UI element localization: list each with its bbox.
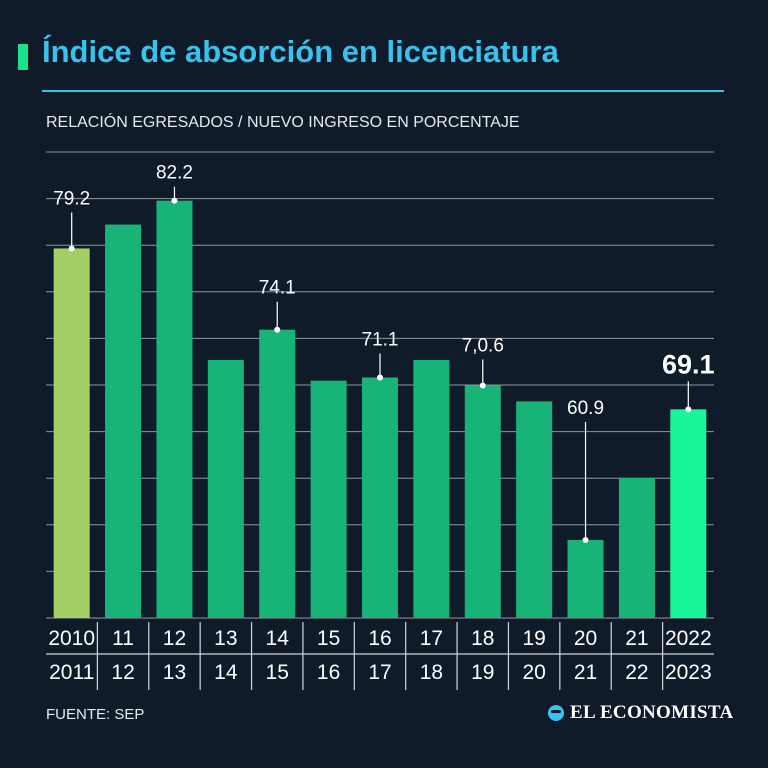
data-labels: 79.2 82.2 74.1 71.1 7,0.6 60.9 69.1 [53,163,715,543]
bar-21 [618,477,655,618]
tick-label-bottom: 19 [471,661,494,684]
tick-label-top: 20 [574,627,597,650]
tick-label-bottom: 16 [317,661,340,684]
label-dot [274,326,281,333]
tick-label-bottom: 22 [625,661,648,684]
label-dot [171,197,178,204]
tick-label-top: 2022 [665,627,712,650]
tick-label-top: 13 [214,627,237,650]
label-dot [68,245,75,252]
bar-2022 [670,409,707,618]
tick-label-top: 2010 [48,627,95,650]
tick-label-bottom: 20 [522,661,545,684]
tick-label-bottom: 12 [111,661,134,684]
tick-label-top: 14 [266,627,290,650]
bar-15 [310,380,347,618]
tick-label-bottom: 15 [266,661,289,684]
label-dot [685,406,692,413]
chart-title: Índice de absorción en licenciatura [42,34,559,69]
tick-label-bottom: 14 [214,661,238,684]
tick-label-top: 21 [625,627,648,650]
bar-14 [259,329,296,618]
tick-label-bottom: 2023 [665,661,712,684]
tick-label-bottom: 13 [163,661,186,684]
bar-12 [156,200,193,618]
brand-name: EL ECONOMISTA [570,702,734,723]
tick-label-bottom: 2011 [49,661,94,684]
data-label: 82.2 [156,163,193,184]
tick-label-top: 19 [522,627,545,650]
chart-subtitle: RELACIÓN EGRESADOS / NUEVO INGRESO EN PO… [46,114,520,131]
bar-11 [105,224,142,619]
label-dot [582,536,589,543]
data-label: 60.9 [567,398,604,419]
tick-label-top: 11 [112,627,134,650]
bar-18 [464,385,501,618]
data-label: 79.2 [53,188,90,209]
tick-label-top: 12 [163,627,186,650]
bar-17 [413,359,450,618]
brand-icon [548,705,564,721]
bar-16 [362,377,398,618]
tick-label-bottom: 18 [420,661,443,684]
data-label: 69.1 [662,349,715,379]
tick-label-top: 17 [420,627,443,650]
title-divider [42,90,724,92]
tick-label-top: 16 [368,627,391,650]
bar-13 [207,359,244,618]
brand-logo: EL ECONOMISTA [548,702,734,724]
bars [53,200,707,619]
tick-label-bottom: 17 [368,661,391,684]
bar-2010 [53,248,90,618]
source-note: FUENTE: SEP [46,706,145,723]
title-accent-bar [18,44,28,70]
label-dot [479,382,486,389]
label-dot [377,374,383,381]
data-label: 71.1 [362,329,399,350]
data-label: 7,0.6 [462,335,504,356]
bar-20 [567,539,604,618]
data-label: 74.1 [259,278,296,299]
tick-label-top: 18 [471,627,494,650]
tick-label-top: 15 [317,627,340,650]
bar-19 [516,401,553,618]
tick-label-bottom: 21 [574,661,597,684]
